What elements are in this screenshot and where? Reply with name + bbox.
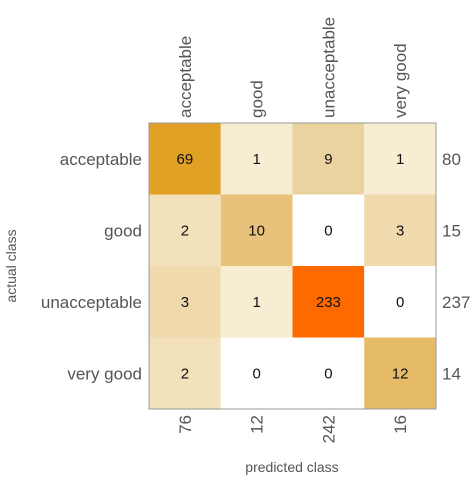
column-label: acceptable [176,36,195,118]
row-totals: 80 15 237 14 [442,150,470,384]
matrix-cell [364,194,436,266]
cell-value-label: 2 [181,222,189,239]
column-total-label: 76 [176,415,195,434]
column-total-label: 242 [319,415,338,443]
matrix-cell [292,123,365,195]
cell-value-label: 1 [396,151,404,168]
matrix-cell [149,123,221,195]
cell-value-label: 0 [324,365,332,382]
row-total-label: 15 [442,221,461,240]
cell-value-label: 2 [181,365,189,382]
cell-value-label: 0 [252,365,260,382]
cell-value-label: 69 [177,151,194,168]
matrix-cell [292,266,365,338]
row-label: acceptable [60,150,142,169]
column-labels: acceptable good unacceptable very good [176,17,410,118]
cell-value-label: 0 [396,294,404,311]
matrix-cell [292,194,365,266]
matrix-cell [292,337,365,409]
column-label: good [248,80,267,118]
row-label: good [104,221,142,240]
matrix-cell [149,266,221,338]
cell-value-label: 3 [181,294,189,311]
matrix-cell [220,337,293,409]
row-labels: acceptable good unacceptable very good [41,150,142,384]
row-total-label: 80 [442,150,461,169]
cell-value-label: 0 [324,222,332,239]
cell-value-label: 9 [324,151,332,168]
matrix-cell [149,337,221,409]
matrix-cell [364,337,436,409]
cell-value-label: 3 [396,222,404,239]
column-totals: 76 12 242 16 [176,415,410,443]
matrix-cell [220,266,293,338]
cell-value-label: 12 [392,365,409,382]
x-axis-label: predicted class [245,459,338,475]
row-total-label: 237 [442,293,470,312]
row-total-label: 14 [442,364,461,383]
matrix-cells: 69 1 9 12 10 0 33 1 233 02 0 0 12 [149,123,436,409]
column-total-label: 12 [248,415,267,434]
matrix-cell [220,194,293,266]
column-label: very good [391,43,410,118]
row-label: very good [67,364,142,383]
matrix-cell [220,123,293,195]
cell-value-label: 10 [248,222,265,239]
column-total-label: 16 [391,415,410,434]
matrix-cell [364,123,436,195]
y-axis-label: actual class [3,229,19,302]
cell-value-label: 233 [316,294,341,311]
cell-value-label: 1 [252,151,260,168]
matrix-frame [148,122,437,410]
row-label: unacceptable [41,293,142,312]
matrix-cell [364,266,436,338]
matrix-cell [149,194,221,266]
cell-value-label: 1 [252,294,260,311]
column-label: unacceptable [319,17,338,118]
